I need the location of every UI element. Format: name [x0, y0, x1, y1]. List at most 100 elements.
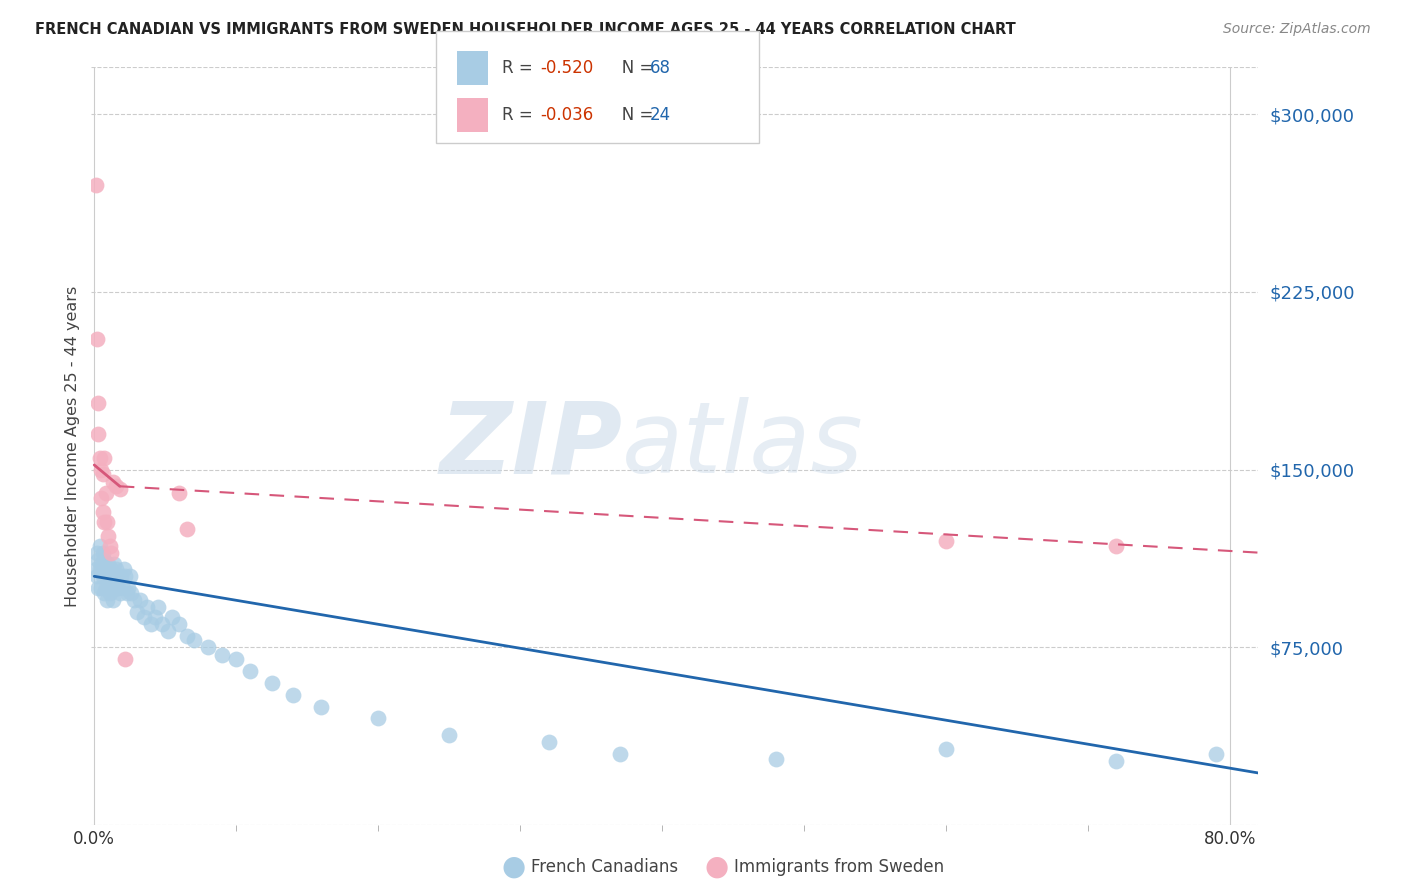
Point	[143, 609, 166, 624]
Text: Source: ZipAtlas.com: Source: ZipAtlas.com	[1223, 22, 1371, 37]
Point	[91, 546, 114, 560]
Point	[101, 569, 124, 583]
Point	[935, 533, 957, 548]
Point	[125, 605, 148, 619]
Text: French Canadians: French Canadians	[531, 858, 679, 876]
Point	[89, 539, 111, 553]
Point	[107, 581, 129, 595]
Point	[117, 581, 139, 595]
Point	[537, 735, 560, 749]
Point	[120, 586, 142, 600]
Point	[1105, 539, 1128, 553]
Text: atlas: atlas	[623, 398, 865, 494]
Text: ●: ●	[501, 853, 526, 881]
Point	[225, 652, 247, 666]
Point	[100, 562, 122, 576]
Point	[110, 569, 132, 583]
Point	[89, 450, 111, 465]
Point	[87, 396, 110, 410]
Point	[104, 581, 127, 595]
Point	[176, 628, 198, 642]
Point	[96, 569, 118, 583]
Point	[935, 742, 957, 756]
Text: N =: N =	[606, 59, 658, 77]
Point	[437, 728, 460, 742]
Point	[118, 569, 141, 583]
Point	[135, 600, 157, 615]
Point	[115, 586, 138, 600]
Point	[176, 522, 198, 536]
Point	[97, 558, 120, 572]
Point	[169, 616, 191, 631]
Point	[86, 569, 108, 583]
Point	[139, 616, 162, 631]
Point	[765, 752, 787, 766]
Point	[132, 609, 155, 624]
Point	[94, 486, 117, 500]
Text: R =: R =	[502, 106, 538, 124]
Point	[311, 699, 333, 714]
Text: -0.520: -0.520	[540, 59, 593, 77]
Point	[93, 552, 115, 567]
Point	[98, 569, 121, 583]
Point	[90, 491, 112, 505]
Text: -0.036: -0.036	[540, 106, 593, 124]
Point	[108, 586, 131, 600]
Point	[122, 593, 145, 607]
Point	[1105, 754, 1128, 768]
Point	[197, 640, 219, 655]
Point	[105, 569, 128, 583]
Text: FRENCH CANADIAN VS IMMIGRANTS FROM SWEDEN HOUSEHOLDER INCOME AGES 25 - 44 YEARS : FRENCH CANADIAN VS IMMIGRANTS FROM SWEDE…	[35, 22, 1017, 37]
Point	[91, 467, 114, 482]
Point	[93, 515, 115, 529]
Point	[91, 505, 114, 519]
Point	[128, 593, 150, 607]
Point	[150, 616, 173, 631]
Point	[87, 427, 110, 442]
Point	[98, 539, 121, 553]
Point	[96, 515, 118, 529]
Point	[98, 586, 121, 600]
Text: Immigrants from Sweden: Immigrants from Sweden	[734, 858, 943, 876]
Point	[87, 552, 110, 567]
Point	[90, 581, 112, 595]
Point	[609, 747, 631, 761]
Point	[183, 633, 205, 648]
Point	[94, 562, 117, 576]
Point	[211, 648, 233, 662]
Point	[84, 562, 107, 576]
Point	[84, 178, 107, 193]
Point	[89, 562, 111, 576]
Point	[97, 529, 120, 543]
Point	[162, 609, 184, 624]
Point	[239, 664, 262, 678]
Point	[86, 332, 108, 346]
Point	[1205, 747, 1227, 761]
Text: ZIP: ZIP	[439, 398, 623, 494]
Point	[87, 581, 110, 595]
Point	[104, 479, 127, 493]
Point	[112, 562, 135, 576]
Point	[281, 688, 304, 702]
Point	[100, 546, 122, 560]
Point	[169, 486, 191, 500]
Text: 24: 24	[650, 106, 671, 124]
Point	[96, 593, 118, 607]
Point	[93, 450, 115, 465]
Text: N =: N =	[606, 106, 658, 124]
Point	[86, 546, 108, 560]
Point	[114, 652, 136, 666]
Point	[108, 482, 131, 496]
Text: 68: 68	[650, 59, 671, 77]
Point	[94, 581, 117, 595]
Point	[93, 586, 115, 600]
Point	[111, 581, 134, 595]
Point	[146, 600, 169, 615]
Point	[90, 558, 112, 572]
Point	[104, 562, 127, 576]
Point	[100, 581, 122, 595]
Point	[101, 593, 124, 607]
Y-axis label: Householder Income Ages 25 - 44 years: Householder Income Ages 25 - 44 years	[65, 285, 80, 607]
Point	[91, 569, 114, 583]
Point	[103, 558, 125, 572]
